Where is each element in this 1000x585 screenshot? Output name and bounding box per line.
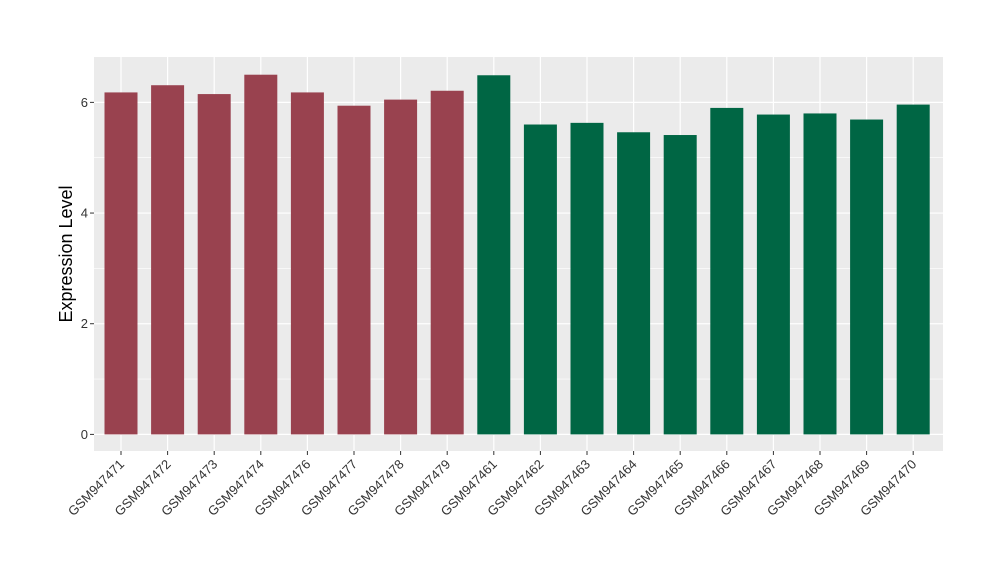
bar-GSM947467 bbox=[756, 114, 790, 435]
bar-GSM947474 bbox=[244, 74, 278, 435]
bar-GSM947478 bbox=[384, 99, 418, 435]
bar-GSM947461 bbox=[477, 75, 511, 435]
bar-GSM947471 bbox=[104, 92, 138, 435]
bar-GSM947463 bbox=[570, 122, 604, 435]
bar-GSM947469 bbox=[850, 119, 884, 435]
bar-GSM947462 bbox=[523, 124, 557, 435]
plot-panel bbox=[94, 57, 943, 451]
y-tick-label: 0 bbox=[81, 427, 88, 442]
bars bbox=[104, 74, 930, 435]
bar-GSM947472 bbox=[151, 85, 185, 435]
bar-GSM947464 bbox=[617, 132, 651, 435]
bar-GSM947466 bbox=[710, 107, 744, 435]
bar-GSM947477 bbox=[337, 105, 371, 435]
y-tick-label: 4 bbox=[81, 206, 88, 221]
bar-GSM947473 bbox=[197, 94, 231, 435]
y-axis-title: Expression Level bbox=[56, 185, 76, 322]
bar-GSM947476 bbox=[290, 92, 324, 435]
bar-GSM947479 bbox=[430, 90, 464, 435]
bar-GSM947470 bbox=[896, 104, 930, 435]
y-tick-label: 6 bbox=[81, 95, 88, 110]
y-tick-label: 2 bbox=[81, 316, 88, 331]
bar-GSM947468 bbox=[803, 113, 837, 435]
bar-GSM947465 bbox=[663, 135, 697, 435]
